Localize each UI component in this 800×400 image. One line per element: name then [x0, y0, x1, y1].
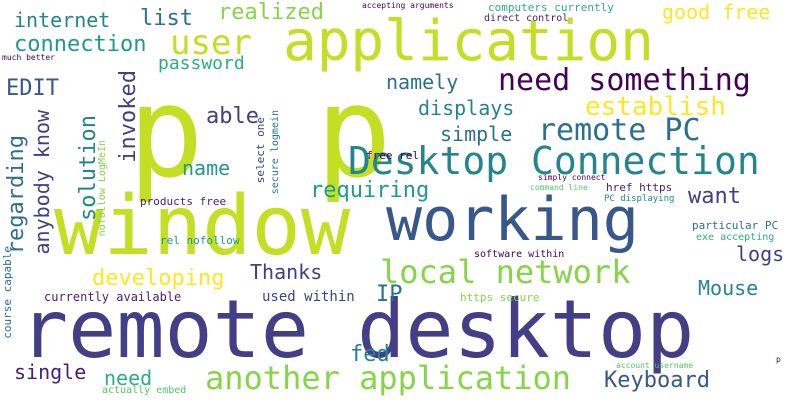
word-p: p	[776, 355, 781, 364]
word-products-free: products free	[140, 195, 227, 208]
word-fed: fed	[350, 342, 390, 367]
word-particular-pc: particular PC	[692, 219, 779, 232]
word-realized: realized	[218, 0, 324, 25]
word-edit: EDIT	[6, 76, 59, 101]
word-user: user	[170, 23, 252, 63]
word-computers-currently: computers currently	[488, 1, 614, 14]
word-displays: displays	[418, 96, 515, 120]
word-internet: internet	[14, 8, 111, 32]
word-mouse: Mouse	[698, 276, 759, 300]
word-https-secure: https secure	[460, 291, 540, 304]
word-local-network: local network	[380, 253, 631, 291]
word-secure-logmein: secure logmein	[270, 110, 281, 195]
word-list: list	[140, 6, 193, 31]
word-accepting-arguments: accepting arguments	[362, 1, 454, 10]
word-logs: logs	[736, 242, 785, 266]
word-desktop-connection: Desktop Connection	[348, 139, 760, 183]
word-nofollow-logmein: nofollow LogMeIn	[97, 140, 108, 237]
word-currently-available: currently available	[44, 290, 182, 304]
word-p-p: p p	[128, 59, 410, 206]
word-simple: simple	[440, 122, 513, 146]
word-another-application: another application	[205, 359, 572, 397]
word-account-username: account username	[616, 361, 694, 370]
word-good-free: good free	[662, 0, 771, 24]
word-much-better: much better	[2, 53, 55, 62]
word-direct-control: direct control	[484, 13, 569, 24]
word-command-line: command line	[530, 183, 588, 192]
word-used-within: used within	[262, 289, 355, 305]
word-requiring: requiring	[310, 178, 430, 203]
word-actually-embed: actually embed	[102, 385, 187, 396]
word-rel-nofollow: rel nofollow	[160, 234, 240, 247]
word-free-rel: free rel	[366, 149, 419, 162]
word-password: password	[158, 53, 245, 74]
word-need-something: need something	[498, 63, 751, 98]
word-want: want	[688, 184, 741, 209]
word-keyboard: Keyboard	[604, 368, 710, 393]
word-establish: establish	[585, 92, 726, 122]
word-name: name	[182, 156, 231, 180]
word-need: need	[104, 366, 153, 390]
word-developing: developing	[92, 266, 225, 291]
word-working: working	[386, 185, 639, 255]
word-simply-connect: simply connect	[538, 173, 606, 182]
word-invoked: invoked	[116, 70, 141, 163]
word-single: single	[14, 360, 87, 384]
word-course-capable: course capable	[1, 246, 14, 339]
word-regarding: regarding	[4, 135, 29, 255]
word-remote-desktop: remote desktop	[20, 283, 695, 376]
word-pc-displaying: PC displaying	[604, 194, 675, 204]
word-connection: connection	[14, 32, 147, 57]
word-thanks: Thanks	[250, 260, 323, 284]
word-exe-accepting: exe accepting	[696, 232, 775, 243]
word-application: application	[283, 9, 654, 74]
word-select-one: select one	[254, 117, 267, 184]
word-href-https: href https	[606, 181, 673, 194]
word-remote-pc: remote PC	[538, 113, 701, 148]
word-software-within: software within	[474, 249, 565, 260]
word-ip: IP	[376, 282, 403, 307]
word-able: able	[206, 104, 259, 129]
word-window: window	[54, 179, 351, 274]
word-namely: namely	[386, 70, 459, 94]
word-anybody-know: anybody know	[30, 110, 54, 255]
